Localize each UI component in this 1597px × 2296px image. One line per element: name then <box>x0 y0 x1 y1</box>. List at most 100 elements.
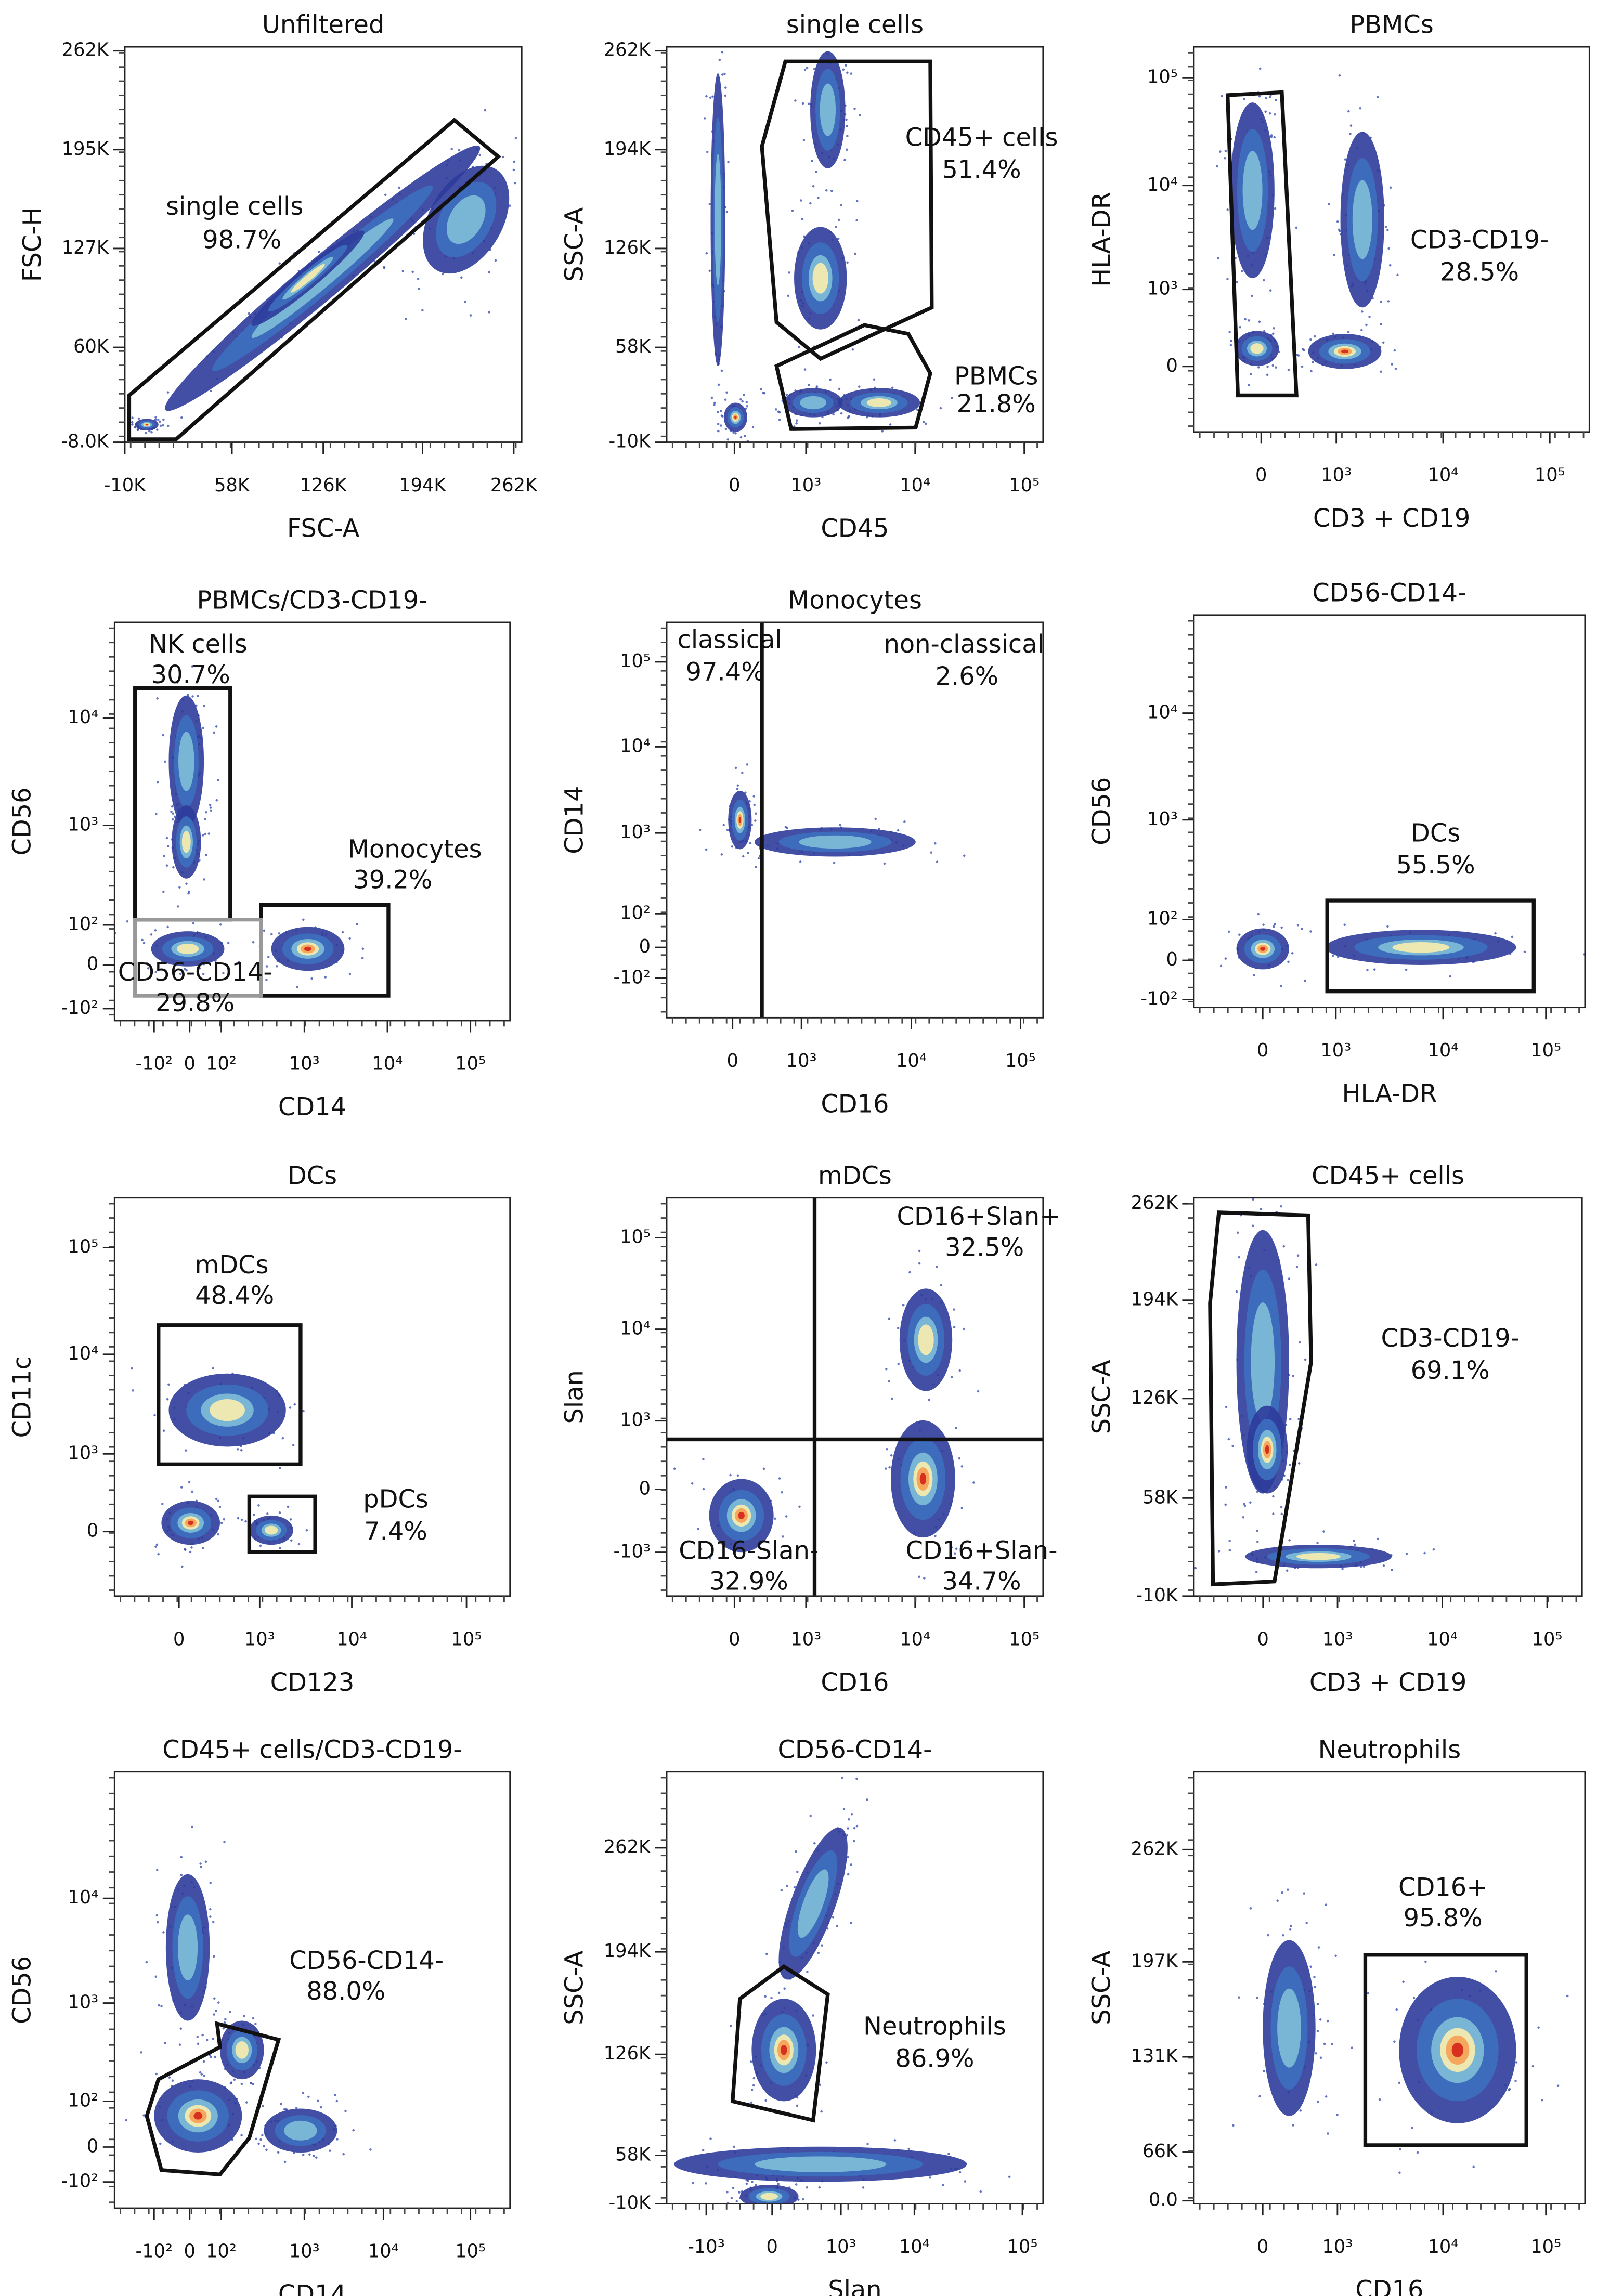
event-dot <box>167 1383 170 1386</box>
plot-frame <box>1193 1197 1583 1597</box>
event-dot <box>166 925 169 929</box>
event-dot <box>1288 1539 1291 1542</box>
event-dot <box>808 384 810 386</box>
event-dot <box>1393 2040 1396 2043</box>
event-dot <box>205 2039 209 2041</box>
event-dot <box>785 393 788 396</box>
event-dot <box>846 1834 848 1837</box>
event-dot <box>1268 96 1271 98</box>
density-contour <box>715 153 721 286</box>
y-tick-label: 0 <box>639 936 651 957</box>
event-dot <box>1366 969 1369 972</box>
event-dot <box>150 430 153 434</box>
event-dot <box>280 2103 282 2105</box>
event-dot <box>136 428 139 432</box>
event-dot <box>209 806 212 809</box>
y-tick-label: 10⁵ <box>620 1226 651 1247</box>
event-dot <box>1388 264 1392 267</box>
event-dot <box>730 2197 733 2199</box>
event-dot <box>819 422 821 425</box>
event-dot <box>469 314 472 317</box>
event-dot <box>717 383 720 386</box>
event-dot <box>131 423 134 426</box>
event-dot <box>979 2190 982 2193</box>
event-dot <box>673 1467 676 1470</box>
plot-panel: 0 10³ 10⁴ 10⁵ 262K 197K 131K 66K 0.0 Neutrophils C… <box>1087 1736 1586 2296</box>
event-dot <box>786 1885 789 1887</box>
event-dot <box>240 2082 243 2085</box>
density-contour <box>193 2112 203 2120</box>
event-dot <box>1244 318 1247 321</box>
event-dot <box>237 1517 240 1520</box>
event-dot <box>817 1951 820 1954</box>
event-dot <box>778 418 781 421</box>
gate-percent: 39.2% <box>353 866 432 894</box>
y-tick-label: 195K <box>62 138 109 160</box>
event-dot <box>733 2145 735 2148</box>
event-dot <box>857 319 860 321</box>
event-dot <box>705 252 708 255</box>
event-dot <box>890 1454 893 1457</box>
event-dot <box>162 1931 165 1934</box>
x-tick-label: 10³ <box>1320 1040 1351 1061</box>
event-dot <box>750 2101 753 2104</box>
event-dot <box>166 1398 169 1401</box>
event-dot <box>709 96 712 99</box>
density-contour <box>812 263 828 294</box>
x-tick-label: 10⁴ <box>1427 2236 1458 2258</box>
event-dot <box>307 2095 310 2098</box>
event-dot <box>1249 1907 1252 1910</box>
event-dot <box>191 1825 193 1829</box>
x-axis-label: FSC-A <box>287 515 360 543</box>
y-axis-label: CD11c <box>8 1356 37 1438</box>
event-dot <box>134 426 137 429</box>
event-dot <box>781 1491 783 1494</box>
event-dot <box>315 2156 318 2159</box>
event-dot <box>846 71 849 74</box>
event-dot <box>697 1527 700 1530</box>
event-dot <box>724 398 727 401</box>
event-dot <box>178 886 181 889</box>
event-dot <box>785 1515 788 1518</box>
event-dot <box>1316 1542 1319 1544</box>
event-dot <box>1386 925 1389 928</box>
event-dot <box>1359 107 1361 110</box>
event-dot <box>850 1921 852 1924</box>
event-dot <box>713 403 716 406</box>
event-dot <box>837 218 840 221</box>
event-dot <box>937 1552 940 1555</box>
event-dot <box>791 209 794 212</box>
event-dot <box>283 2108 286 2111</box>
event-dot <box>1303 349 1305 352</box>
event-dot <box>209 803 212 806</box>
event-dot <box>1279 985 1282 987</box>
event-dot <box>812 2014 814 2017</box>
gate-percent: 2.6% <box>936 662 999 691</box>
event-dot <box>1412 1997 1416 2000</box>
event-dot <box>458 149 461 152</box>
event-dot <box>964 2180 967 2183</box>
event-dot <box>1224 150 1227 152</box>
gate <box>247 1494 317 1554</box>
event-dot <box>178 2043 181 2046</box>
event-dot <box>145 962 148 964</box>
event-dot <box>1396 273 1399 277</box>
event-dot <box>897 829 900 832</box>
plot-frame <box>666 621 1044 1019</box>
y-tick-label: -10² <box>61 2171 99 2192</box>
event-dot <box>1333 254 1335 256</box>
event-dot <box>798 1505 801 1508</box>
event-dot <box>840 204 843 207</box>
y-tick-label: 126K <box>604 2043 651 2064</box>
panel-title: CD56-CD14- <box>777 1736 932 1764</box>
event-dot <box>450 148 453 150</box>
event-dot <box>1399 2147 1401 2150</box>
density-contour <box>284 2120 317 2141</box>
event-dot <box>897 1363 900 1365</box>
event-dot <box>853 1827 856 1830</box>
event-dot <box>320 2106 322 2109</box>
x-axis-label: CD3 + CD19 <box>1309 1668 1466 1697</box>
gate-name: non-classical <box>884 630 1044 659</box>
event-dot <box>162 1429 165 1432</box>
event-dot <box>233 2078 236 2081</box>
